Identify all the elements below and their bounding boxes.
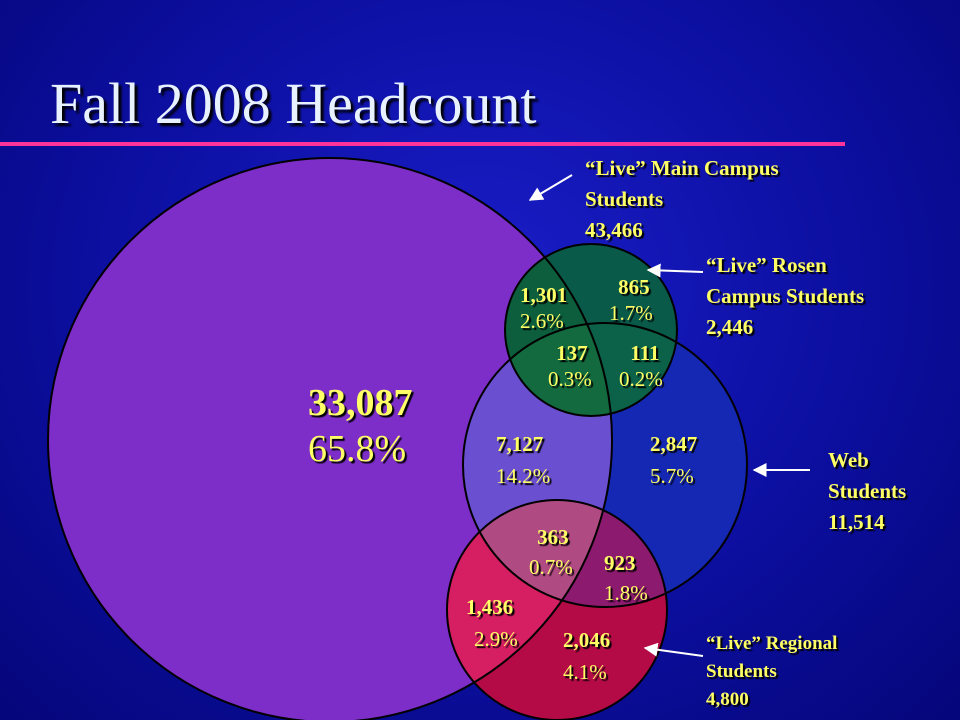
- region-count: 2,847: [650, 432, 698, 456]
- region-count: 7,127: [496, 432, 544, 456]
- region-web-only: 2,847 5.7%: [650, 428, 697, 492]
- region-count: 865: [618, 275, 650, 299]
- callout-total: 4,800: [706, 689, 749, 710]
- callout-total: 2,446: [706, 315, 754, 339]
- region-percent: 0.7%: [529, 555, 573, 579]
- callout-line: “Live” Main Campus: [585, 156, 779, 180]
- region-count: 111: [630, 341, 660, 365]
- region-percent: 0.3%: [548, 367, 592, 391]
- regional-callout-arrow: [643, 642, 704, 657]
- callout-line: Students: [585, 187, 664, 211]
- regional-outline: [446, 499, 668, 720]
- regional-students-callout: “Live” Regional Students 4,800: [706, 630, 837, 714]
- region-main-rosen-web: 137 0.3%: [548, 340, 592, 392]
- slide-title: Fall 2008 Headcount: [50, 71, 537, 136]
- main-campus-outline: [47, 157, 613, 720]
- callout-line: Web: [828, 448, 869, 472]
- callout-line: Campus Students: [706, 284, 865, 308]
- region-percent: 1.8%: [604, 581, 648, 605]
- region-percent: 1.7%: [609, 301, 653, 325]
- region-main-web: 7,127 14.2%: [496, 428, 550, 492]
- region-percent: 2.6%: [520, 309, 564, 333]
- region-count: 137: [556, 341, 588, 365]
- title-underline: [0, 142, 845, 146]
- callout-total: 11,514: [828, 510, 885, 534]
- main-campus-callout: “Live” Main Campus Students 43,466: [585, 153, 779, 246]
- main-web-regional-overlap: [463, 500, 612, 607]
- rosen-outline: [504, 243, 678, 417]
- region-rosen-only: 865 1.7%: [609, 274, 653, 326]
- region-percent: 2.9%: [474, 627, 518, 651]
- callout-line: Students: [828, 479, 907, 503]
- region-percent: 5.7%: [650, 464, 694, 488]
- region-main-rosen: 1,301 2.6%: [520, 282, 567, 334]
- region-percent: 0.2%: [619, 367, 663, 391]
- region-percent: 65.8%: [308, 428, 407, 470]
- rosen-campus-callout: “Live” Rosen Campus Students 2,446: [706, 250, 864, 343]
- main-callout-arrow: [528, 174, 573, 201]
- region-count: 363: [537, 525, 569, 549]
- region-count: 2,046: [563, 628, 611, 652]
- region-main-only: 33,087 65.8%: [308, 380, 413, 472]
- web-students-callout: Web Students 11,514: [828, 445, 906, 538]
- region-regional-only: 2,046 4.1%: [563, 624, 610, 688]
- callout-line: Students: [706, 661, 777, 682]
- callout-line: “Live” Regional: [706, 633, 838, 654]
- region-web-regional: 923 1.8%: [604, 548, 648, 608]
- region-main-web-regional: 363 0.7%: [529, 522, 573, 582]
- region-percent: 14.2%: [496, 464, 551, 488]
- region-main-regional: 1,436 2.9%: [466, 591, 518, 655]
- region-count: 923: [604, 551, 636, 575]
- region-rosen-web: 111 0.2%: [619, 340, 663, 392]
- rosen-callout-arrow: [646, 263, 704, 278]
- region-count: 33,087: [308, 382, 413, 424]
- callout-total: 43,466: [585, 218, 643, 242]
- region-percent: 4.1%: [563, 660, 607, 684]
- web-outline: [462, 322, 748, 608]
- callout-line: “Live” Rosen: [706, 253, 827, 277]
- region-count: 1,301: [520, 283, 568, 307]
- region-count: 1,436: [466, 595, 514, 619]
